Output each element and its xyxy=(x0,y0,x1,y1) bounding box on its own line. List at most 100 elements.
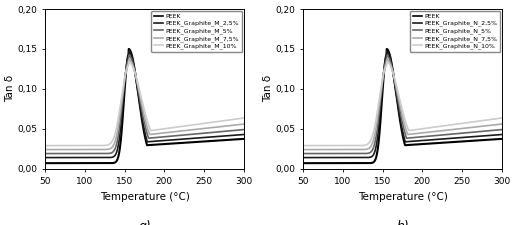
PEEK_Graphite_M_5% xyxy=(139,109,145,112)
Line: PEEK_Graphite_N_2,5%: PEEK_Graphite_N_2,5% xyxy=(303,51,502,158)
PEEK_Graphite_N_10% xyxy=(493,117,499,120)
PEEK_Graphite_N_10% xyxy=(300,144,307,147)
PEEK_Graphite_M_7,5% xyxy=(199,127,205,130)
PEEK xyxy=(235,138,241,141)
PEEK_Graphite_N_10% xyxy=(493,117,499,120)
Line: PEEK_Graphite_M_5%: PEEK_Graphite_M_5% xyxy=(45,55,244,154)
PEEK xyxy=(499,137,505,140)
PEEK_Graphite_M_2,5% xyxy=(235,134,241,136)
PEEK_Graphite_M_5% xyxy=(42,152,49,155)
PEEK_Graphite_N_10% xyxy=(392,77,398,80)
PEEK_Graphite_N_5% xyxy=(383,54,390,57)
PEEK_Graphite_N_7,5% xyxy=(493,123,499,126)
PEEK_Graphite_M_2,5% xyxy=(52,156,58,159)
Line: PEEK_Graphite_N_7,5%: PEEK_Graphite_N_7,5% xyxy=(303,59,502,150)
PEEK_Graphite_N_7,5% xyxy=(493,123,499,126)
PEEK xyxy=(397,118,403,121)
PEEK_Graphite_N_7,5% xyxy=(300,148,307,151)
PEEK_Graphite_M_10% xyxy=(134,77,140,80)
Text: g): g) xyxy=(138,220,151,225)
PEEK_Graphite_M_2,5% xyxy=(199,136,205,139)
PEEK xyxy=(199,140,205,143)
PEEK_Graphite_M_5% xyxy=(52,152,58,155)
PEEK_Graphite_N_5% xyxy=(493,129,499,131)
PEEK_Graphite_N_7,5% xyxy=(397,104,403,107)
PEEK_Graphite_M_5% xyxy=(125,54,132,57)
PEEK_Graphite_N_5% xyxy=(397,109,403,112)
PEEK_Graphite_M_7,5% xyxy=(235,123,241,126)
PEEK_Graphite_M_10% xyxy=(42,144,49,147)
PEEK_Graphite_M_10% xyxy=(125,60,132,63)
PEEK_Graphite_M_10% xyxy=(235,117,241,120)
PEEK_Graphite_N_2,5% xyxy=(493,134,499,136)
X-axis label: Temperature (°C): Temperature (°C) xyxy=(358,192,447,202)
Text: h): h) xyxy=(396,220,409,225)
Y-axis label: Tan δ: Tan δ xyxy=(264,75,273,102)
PEEK_Graphite_N_5% xyxy=(493,129,499,131)
PEEK_Graphite_N_2,5% xyxy=(457,136,463,139)
PEEK_Graphite_N_10% xyxy=(310,144,316,147)
PEEK_Graphite_N_5% xyxy=(457,132,463,135)
Line: PEEK_Graphite_N_5%: PEEK_Graphite_N_5% xyxy=(303,55,502,154)
PEEK_Graphite_N_2,5% xyxy=(383,50,390,53)
PEEK xyxy=(134,81,140,84)
Legend: PEEK, PEEK_Graphite_N_2,5%, PEEK_Graphite_N_5%, PEEK_Graphite_N_7,5%, PEEK_Graph: PEEK, PEEK_Graphite_N_2,5%, PEEK_Graphit… xyxy=(410,11,500,52)
PEEK xyxy=(493,138,499,141)
PEEK_Graphite_N_10% xyxy=(457,122,463,125)
PEEK_Graphite_N_7,5% xyxy=(499,123,505,125)
PEEK_Graphite_N_2,5% xyxy=(493,134,499,136)
PEEK_Graphite_M_5% xyxy=(235,129,241,131)
PEEK_Graphite_M_5% xyxy=(235,129,241,131)
PEEK_Graphite_M_5% xyxy=(134,79,140,82)
PEEK_Graphite_M_7,5% xyxy=(125,58,132,61)
PEEK_Graphite_N_2,5% xyxy=(499,133,505,136)
PEEK xyxy=(310,162,316,164)
PEEK xyxy=(42,162,49,164)
PEEK_Graphite_N_10% xyxy=(383,60,390,63)
Line: PEEK_Graphite_N_10%: PEEK_Graphite_N_10% xyxy=(303,62,502,146)
PEEK_Graphite_M_5% xyxy=(241,128,247,131)
PEEK_Graphite_N_10% xyxy=(499,117,505,119)
PEEK_Graphite_N_5% xyxy=(392,79,398,82)
PEEK_Graphite_M_7,5% xyxy=(52,148,58,151)
PEEK_Graphite_M_2,5% xyxy=(235,134,241,136)
PEEK xyxy=(235,138,241,141)
PEEK xyxy=(383,48,390,50)
PEEK_Graphite_N_7,5% xyxy=(457,127,463,130)
PEEK_Graphite_N_5% xyxy=(499,128,505,131)
PEEK_Graphite_M_10% xyxy=(199,122,205,125)
Line: PEEK_Graphite_M_7,5%: PEEK_Graphite_M_7,5% xyxy=(45,59,244,150)
PEEK xyxy=(457,140,463,143)
PEEK_Graphite_M_2,5% xyxy=(134,81,140,84)
X-axis label: Temperature (°C): Temperature (°C) xyxy=(100,192,189,202)
PEEK_Graphite_N_2,5% xyxy=(397,116,403,119)
PEEK_Graphite_M_7,5% xyxy=(241,123,247,125)
PEEK_Graphite_N_5% xyxy=(300,152,307,155)
PEEK_Graphite_N_2,5% xyxy=(310,156,316,159)
Line: PEEK: PEEK xyxy=(303,49,502,163)
PEEK xyxy=(139,118,145,121)
PEEK xyxy=(392,81,398,84)
PEEK_Graphite_N_7,5% xyxy=(310,148,316,151)
PEEK_Graphite_M_10% xyxy=(139,99,145,102)
PEEK_Graphite_M_10% xyxy=(235,117,241,120)
PEEK_Graphite_N_2,5% xyxy=(300,156,307,159)
PEEK_Graphite_N_7,5% xyxy=(392,79,398,81)
PEEK xyxy=(300,162,307,164)
PEEK_Graphite_M_2,5% xyxy=(139,116,145,119)
Line: PEEK: PEEK xyxy=(45,49,244,163)
PEEK_Graphite_N_5% xyxy=(310,152,316,155)
PEEK xyxy=(493,138,499,141)
PEEK_Graphite_M_7,5% xyxy=(134,79,140,81)
PEEK_Graphite_M_7,5% xyxy=(139,104,145,107)
Y-axis label: Tan δ: Tan δ xyxy=(6,75,15,102)
PEEK_Graphite_M_7,5% xyxy=(235,123,241,126)
Legend: PEEK, PEEK_Graphite_M_2,5%, PEEK_Graphite_M_5%, PEEK_Graphite_M_7,5%, PEEK_Graph: PEEK, PEEK_Graphite_M_2,5%, PEEK_Graphit… xyxy=(151,11,242,52)
Line: PEEK_Graphite_M_2,5%: PEEK_Graphite_M_2,5% xyxy=(45,51,244,158)
Line: PEEK_Graphite_M_10%: PEEK_Graphite_M_10% xyxy=(45,62,244,146)
PEEK_Graphite_N_2,5% xyxy=(392,81,398,84)
PEEK xyxy=(52,162,58,164)
PEEK_Graphite_M_7,5% xyxy=(42,148,49,151)
PEEK_Graphite_M_2,5% xyxy=(42,156,49,159)
PEEK_Graphite_M_10% xyxy=(241,117,247,119)
